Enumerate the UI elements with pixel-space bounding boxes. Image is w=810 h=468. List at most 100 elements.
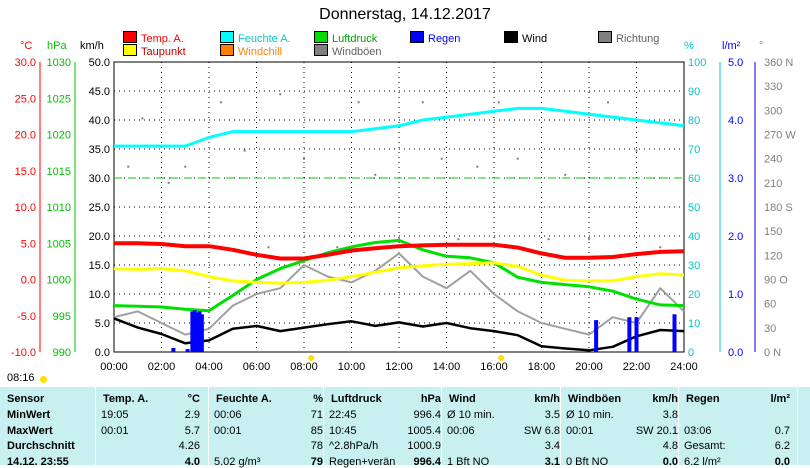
- direction-tick-label: 360 N: [764, 57, 793, 69]
- x-tick-label: 24:00: [670, 361, 698, 373]
- direction-tick-label: 180 S: [764, 202, 793, 214]
- direction-point: [357, 101, 360, 104]
- direction-tick-label: 270 W: [764, 130, 796, 142]
- rain-bar: [185, 349, 190, 352]
- x-tick-label: 12:00: [385, 361, 413, 373]
- table-cell-value: 1000.9: [407, 440, 441, 452]
- humidity-tick-label: 10: [688, 318, 700, 330]
- wind-tick-label: 35.0: [89, 144, 110, 156]
- table-cell-value: 85: [310, 425, 323, 437]
- direction-tick-label: 300: [764, 105, 782, 117]
- table-cell-value: 71: [310, 409, 323, 421]
- rain-bar: [199, 314, 204, 352]
- x-tick-label: 22:00: [623, 361, 651, 373]
- series-line-windb-en: [113, 252, 685, 336]
- rain-tick-label: 3.0: [728, 173, 743, 185]
- table-cell-note: Ø 10 min.: [447, 409, 495, 421]
- column-header: Wind: [449, 393, 476, 405]
- table-cell-value: 0.0: [774, 456, 790, 468]
- table-cell-note: 19:05: [101, 409, 129, 421]
- legend-label: Richtung: [616, 33, 660, 45]
- direction-point: [141, 117, 144, 120]
- pressure-tick-label: 1030: [47, 57, 71, 69]
- direction-point: [547, 238, 550, 241]
- pressure-tick-label: 1010: [47, 202, 71, 214]
- temp-tick-label: -5.0: [17, 311, 36, 323]
- wind-tick-label: 25.0: [89, 202, 110, 214]
- direction-point: [497, 101, 500, 104]
- table-cell-value: 996.4: [413, 456, 441, 468]
- x-tick-label: 18:00: [528, 361, 556, 373]
- column-unit: %: [313, 393, 323, 405]
- table-cell-value: 996.4: [413, 409, 441, 421]
- column-header: Windböen: [568, 393, 622, 405]
- table-cell-value: 3.4: [544, 440, 560, 452]
- sunset-marker: [498, 355, 505, 361]
- table-cell-note: 00:06: [447, 425, 475, 437]
- rain-bar: [171, 347, 176, 352]
- x-tick-label: 08:00: [290, 361, 318, 373]
- legend-item: Temp. A.: [123, 31, 184, 46]
- humidity-tick-label: 70: [688, 144, 700, 156]
- x-tick-label: 00:00: [100, 361, 128, 373]
- wind-unit: km/h: [80, 40, 104, 52]
- legend-label: Temp. A.: [141, 33, 184, 45]
- series-line-taupunkt: [113, 261, 685, 285]
- wind-tick-label: 10.0: [89, 289, 110, 301]
- direction-tick-label: 120: [764, 250, 782, 262]
- legend-item: Taupunkt: [123, 44, 186, 59]
- wind-tick-label: 15.0: [89, 260, 110, 272]
- direction-point: [219, 101, 222, 104]
- direction-point: [127, 165, 130, 168]
- humidity-tick-label: 30: [688, 260, 700, 272]
- direction-point: [607, 101, 609, 104]
- legend-swatch: [123, 31, 137, 43]
- table-cell-value: SW 20.1: [635, 425, 678, 437]
- legend-label: Windchill: [238, 46, 283, 58]
- wind-tick-label: 30.0: [89, 173, 110, 185]
- direction-tick-label: 330: [764, 81, 782, 93]
- table-cell-note: 00:01: [101, 425, 129, 437]
- legend-label: Windböen: [332, 46, 382, 58]
- stats-table: Sensor MinWert MaxWert Durchschnitt 14.12. 2…: [0, 387, 810, 468]
- legend-swatch: [598, 31, 612, 43]
- temp-tick-label: -10.0: [11, 347, 36, 359]
- direction-tick-label: 90 O: [764, 275, 788, 287]
- table-cell-note: 22:45: [329, 409, 357, 421]
- table-cell-value: 78: [310, 440, 323, 452]
- legend-swatch: [123, 44, 137, 56]
- legend-item: Windböen: [314, 44, 382, 59]
- row-label: Durchschnitt: [7, 440, 75, 452]
- legend-label: Feuchte A.: [238, 33, 291, 45]
- humidity-tick-label: 0: [688, 347, 694, 359]
- legend-swatch: [314, 44, 328, 56]
- status-time: 08:16: [7, 372, 35, 384]
- temp-tick-label: 5.0: [21, 238, 36, 250]
- direction-point: [421, 101, 424, 104]
- column-unit: hPa: [420, 393, 441, 405]
- humidity-tick-label: 100: [688, 57, 706, 69]
- rain-bar: [672, 314, 677, 352]
- direction-point: [476, 165, 479, 168]
- table-cell-value: 5.7: [184, 425, 200, 437]
- row-label: 14.12. 23:55: [7, 456, 69, 468]
- series-line-feuchte-a-: [114, 106, 685, 148]
- series-line-temp-a-: [114, 241, 685, 261]
- legend-item: Regen: [410, 31, 460, 46]
- table-cell-value: 79: [310, 456, 323, 468]
- humidity-tick-label: 60: [688, 173, 700, 185]
- column-unit: km/h: [652, 393, 678, 405]
- x-tick-label: 20:00: [575, 361, 603, 373]
- legend-item: Luftdruck: [314, 31, 377, 46]
- temp-tick-label: 0.0: [21, 275, 36, 287]
- legend-label: Regen: [428, 33, 461, 45]
- temp-tick-label: 20.0: [15, 130, 36, 142]
- temp-tick-label: 25.0: [15, 93, 36, 105]
- column-header: Luftdruck: [331, 393, 382, 405]
- rain-bar: [190, 311, 195, 352]
- legend-swatch: [220, 31, 234, 43]
- direction-point: [279, 93, 282, 96]
- rain-bar: [634, 317, 639, 352]
- legend-item: Richtung: [598, 31, 659, 46]
- table-cell-value: SW 6.8: [523, 425, 560, 437]
